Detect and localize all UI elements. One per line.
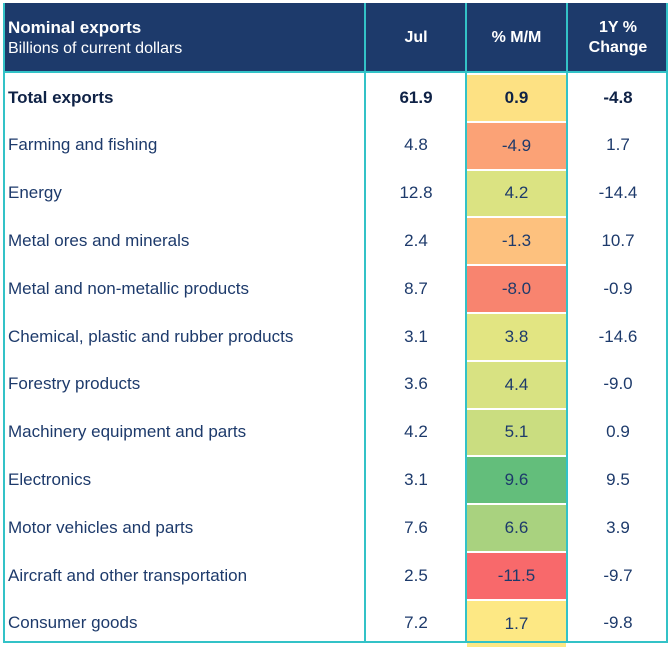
table-row: Metal ores and minerals 2.4 -1.3 10.7 — [3, 217, 668, 265]
table-row: Motor vehicles and parts 7.6 6.6 3.9 — [3, 504, 668, 551]
cell-mm: -11.5 — [467, 553, 566, 599]
cell-mm: 4.2 — [467, 170, 566, 217]
cell-jul: 12.8 — [399, 183, 433, 203]
grid-vline-right — [666, 3, 668, 643]
cell-yy: -4.8 — [603, 87, 633, 107]
cell-yy: 0.9 — [606, 422, 630, 442]
cell-mm: 0.9 — [467, 75, 566, 121]
cell-mm: 5.1 — [467, 409, 566, 456]
cell-jul: 7.6 — [404, 517, 428, 537]
table-row: Metal and non-metallic products 8.7 -8.0 -0… — [3, 265, 668, 312]
cell-mm: -4.9 — [467, 122, 566, 169]
cell-jul: 7.2 — [404, 613, 428, 633]
row-label: Total exports — [8, 87, 114, 107]
table-row: Forestry products 3.6 4.4 -9.0 — [3, 361, 668, 408]
cell-mm: 1.7 — [467, 600, 566, 647]
cell-jul: 3.6 — [404, 374, 428, 394]
table-row: Total exports 61.9 0.9 -4.8 — [3, 74, 668, 121]
header-title-cell: Nominal exports Billions of current doll… — [8, 3, 363, 72]
table-row: Farming and fishing 4.8 -4.9 1.7 — [3, 122, 668, 169]
row-label: Motor vehicles and parts — [8, 517, 194, 537]
grid-hline-bottom — [3, 641, 668, 643]
row-label: Farming and fishing — [8, 135, 158, 155]
cell-yy: -14.6 — [598, 326, 638, 346]
row-label: Consumer goods — [8, 613, 138, 633]
exports-table: Nominal exports Billions of current doll… — [3, 3, 668, 647]
table-row: Consumer goods 7.2 1.7 -9.8 — [3, 600, 668, 647]
table-row: Machinery equipment and parts 4.2 5.1 0.9 — [3, 409, 668, 456]
row-label: Electronics — [8, 469, 92, 489]
cell-jul: 3.1 — [404, 326, 428, 346]
cell-yy: 1.7 — [606, 135, 630, 155]
cell-mm: -8.0 — [467, 266, 566, 312]
row-label: Energy — [8, 183, 62, 203]
cell-yy: 9.5 — [606, 469, 630, 489]
cell-yy: -14.4 — [598, 183, 638, 203]
cell-yy: 3.9 — [606, 517, 630, 537]
grid-vline-3 — [566, 3, 568, 643]
row-label: Machinery equipment and parts — [8, 422, 247, 442]
header-mm: % M/M — [467, 3, 566, 72]
row-label: Metal and non-metallic products — [8, 278, 249, 298]
cell-jul: 2.4 — [404, 230, 428, 250]
row-label: Forestry products — [8, 374, 141, 394]
table-row: Energy 12.8 4.2 -14.4 — [3, 170, 668, 217]
cell-mm: -1.3 — [467, 218, 566, 265]
cell-jul: 3.1 — [404, 469, 428, 489]
table-row: Electronics 3.1 9.6 9.5 — [3, 456, 668, 504]
cell-yy: 10.7 — [601, 230, 635, 250]
cell-yy: -9.8 — [603, 613, 633, 633]
cell-mm: 4.4 — [467, 361, 566, 408]
cell-mm: 9.6 — [467, 457, 566, 504]
cell-yy: -0.9 — [603, 278, 633, 298]
table-subtitle: Billions of current dollars — [8, 39, 183, 57]
header-jul: Jul — [367, 3, 465, 72]
cell-yy: -9.7 — [603, 565, 633, 585]
header-yy: 1Y % Change — [568, 3, 668, 72]
cell-yy: -9.0 — [603, 374, 633, 394]
cell-jul: 8.7 — [404, 278, 428, 298]
table-row: Chemical, plastic and rubber products 3.1… — [3, 313, 668, 360]
row-label: Aircraft and other transportation — [8, 565, 248, 585]
header-mm-label: % M/M — [491, 28, 542, 46]
table-header: Nominal exports Billions of current doll… — [3, 3, 668, 72]
header-yy-label-1: 1Y % — [599, 18, 637, 36]
grid-vline-left — [3, 3, 5, 643]
cell-mm: 3.8 — [467, 314, 566, 360]
cell-jul: 61.9 — [399, 87, 433, 107]
cell-mm: 6.6 — [467, 505, 566, 551]
row-label: Chemical, plastic and rubber products — [8, 326, 294, 346]
header-jul-label: Jul — [404, 28, 428, 46]
grid-vline-2 — [465, 3, 467, 643]
table-title: Nominal exports — [8, 17, 142, 37]
grid-hline-header — [3, 71, 668, 73]
cell-jul: 2.5 — [404, 565, 428, 585]
cell-jul: 4.8 — [404, 135, 428, 155]
table-row: Aircraft and other transportation 2.5 -11.… — [3, 552, 668, 599]
grid-vline-1 — [364, 3, 366, 643]
header-yy-label-2: Change — [588, 38, 648, 56]
cell-jul: 4.2 — [404, 422, 428, 442]
row-label: Metal ores and minerals — [8, 230, 190, 250]
